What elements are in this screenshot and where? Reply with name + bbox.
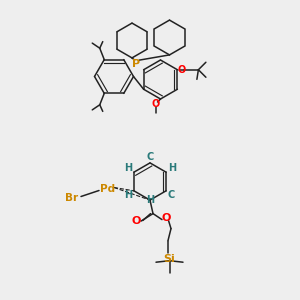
Text: O: O	[132, 216, 141, 226]
Text: C: C	[146, 152, 154, 163]
Text: C: C	[168, 190, 175, 200]
Text: H: H	[124, 190, 133, 200]
Text: Pd: Pd	[100, 184, 116, 194]
Text: H: H	[146, 195, 154, 205]
Text: O: O	[177, 65, 185, 75]
Text: O: O	[152, 99, 160, 110]
Text: O: O	[162, 213, 171, 223]
Text: H: H	[168, 163, 176, 173]
Text: Br: Br	[65, 193, 79, 203]
Text: P: P	[132, 59, 140, 69]
Text: Si: Si	[164, 254, 175, 264]
Text: H: H	[124, 163, 132, 173]
